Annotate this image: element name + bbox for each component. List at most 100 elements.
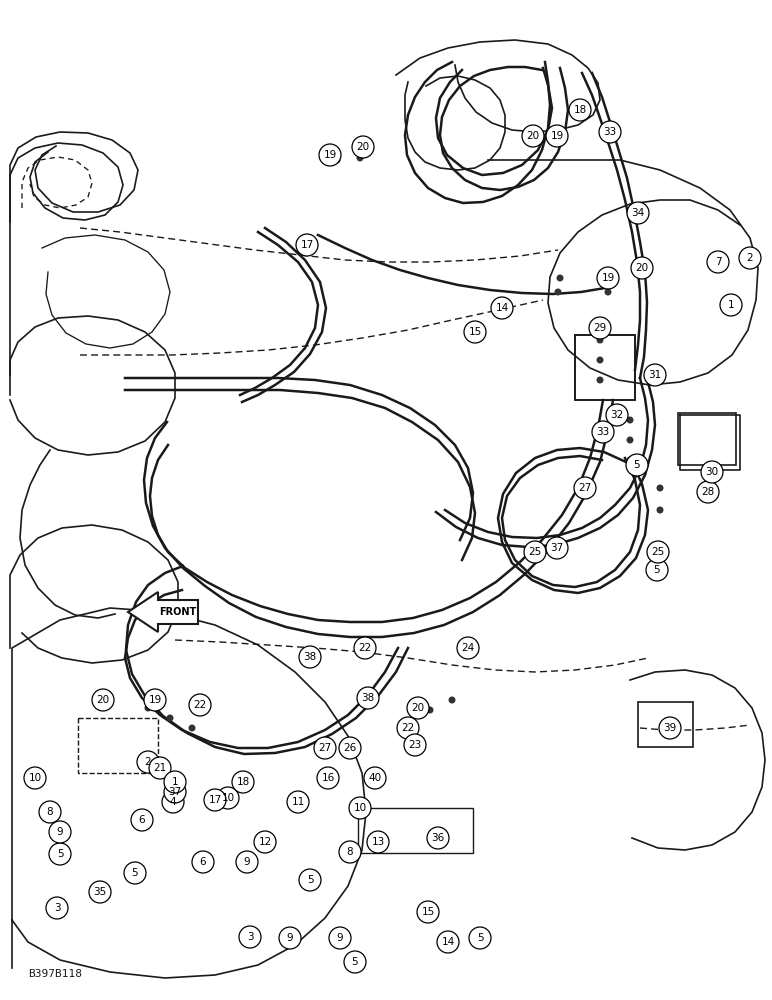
Circle shape (449, 696, 455, 704)
Circle shape (344, 951, 366, 973)
Text: 19: 19 (550, 131, 564, 141)
Text: 9: 9 (286, 933, 293, 943)
Circle shape (604, 288, 611, 296)
Circle shape (656, 485, 663, 491)
Circle shape (144, 704, 151, 712)
Circle shape (644, 364, 666, 386)
Circle shape (124, 862, 146, 884)
Text: 22: 22 (193, 700, 207, 710)
Text: 6: 6 (200, 857, 206, 867)
Text: 26: 26 (344, 743, 357, 753)
Circle shape (522, 125, 544, 147)
Bar (638, 702, 693, 747)
Circle shape (204, 789, 226, 811)
Circle shape (24, 767, 46, 789)
Text: 33: 33 (604, 127, 617, 137)
Text: 18: 18 (236, 777, 249, 787)
Text: 17: 17 (300, 240, 313, 250)
Circle shape (287, 791, 309, 813)
Text: 3: 3 (54, 903, 60, 913)
Text: 37: 37 (168, 787, 181, 797)
Circle shape (554, 288, 561, 296)
Circle shape (569, 99, 591, 121)
Circle shape (164, 781, 186, 803)
Text: 14: 14 (442, 937, 455, 947)
Circle shape (597, 357, 604, 363)
Circle shape (631, 257, 653, 279)
Circle shape (546, 537, 568, 559)
Circle shape (164, 771, 186, 793)
Circle shape (554, 132, 561, 139)
Circle shape (46, 897, 68, 919)
Text: 34: 34 (631, 208, 645, 218)
Circle shape (349, 797, 371, 819)
Circle shape (469, 927, 491, 949)
Text: 1: 1 (728, 300, 734, 310)
Text: 23: 23 (408, 740, 422, 750)
Circle shape (626, 454, 648, 476)
Circle shape (707, 251, 729, 273)
Circle shape (352, 136, 374, 158)
Bar (358, 808, 473, 853)
Text: 13: 13 (371, 837, 384, 847)
Circle shape (354, 637, 376, 659)
Text: 20: 20 (411, 703, 425, 713)
Text: 39: 39 (663, 723, 676, 733)
Text: 6: 6 (139, 815, 145, 825)
Circle shape (597, 376, 604, 383)
Text: 15: 15 (422, 907, 435, 917)
Circle shape (597, 336, 604, 344)
Circle shape (334, 156, 340, 163)
Circle shape (296, 234, 318, 256)
Text: 25: 25 (652, 547, 665, 557)
Circle shape (364, 767, 386, 789)
Circle shape (606, 404, 628, 426)
Text: 2: 2 (747, 253, 753, 263)
Circle shape (367, 831, 389, 853)
Bar (678, 413, 736, 465)
Circle shape (192, 851, 214, 873)
Text: 20: 20 (527, 131, 540, 141)
Text: 38: 38 (361, 693, 374, 703)
Text: 8: 8 (347, 847, 354, 857)
Circle shape (357, 687, 379, 709)
Text: 10: 10 (222, 793, 235, 803)
Circle shape (426, 706, 434, 714)
Text: 29: 29 (594, 323, 607, 333)
Circle shape (599, 121, 621, 143)
Text: 30: 30 (706, 467, 719, 477)
Text: 40: 40 (368, 773, 381, 783)
Text: 9: 9 (337, 933, 344, 943)
Circle shape (299, 646, 321, 668)
Text: 15: 15 (469, 327, 482, 337)
Text: 12: 12 (259, 837, 272, 847)
Text: 19: 19 (323, 150, 337, 160)
Circle shape (357, 154, 364, 161)
Circle shape (299, 869, 321, 891)
Bar (78, 718, 158, 773)
Circle shape (546, 125, 568, 147)
Circle shape (697, 481, 719, 503)
Circle shape (491, 297, 513, 319)
Text: 8: 8 (46, 807, 53, 817)
Circle shape (589, 317, 611, 339)
Text: 5: 5 (634, 460, 640, 470)
Circle shape (131, 809, 153, 831)
Circle shape (144, 689, 166, 711)
Text: 19: 19 (148, 695, 161, 705)
Text: 28: 28 (702, 487, 715, 497)
Text: 19: 19 (601, 273, 615, 283)
Circle shape (464, 321, 486, 343)
Circle shape (149, 757, 171, 779)
Text: 20: 20 (635, 263, 648, 273)
Circle shape (557, 274, 564, 282)
Circle shape (279, 927, 301, 949)
Text: 5: 5 (476, 933, 483, 943)
Circle shape (592, 421, 614, 443)
Bar (575, 335, 635, 400)
Circle shape (427, 827, 449, 849)
Text: B397B118: B397B118 (28, 969, 82, 979)
Polygon shape (128, 592, 198, 632)
Circle shape (604, 274, 611, 282)
Circle shape (574, 477, 596, 499)
